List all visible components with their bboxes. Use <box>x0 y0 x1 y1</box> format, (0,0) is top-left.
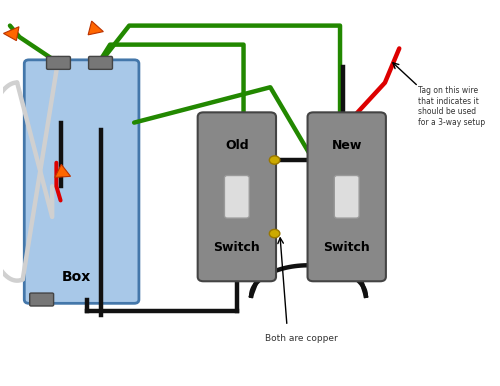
Text: Tag on this wire
that indicates it
should be used
for a 3-way setup: Tag on this wire that indicates it shoul… <box>418 86 486 127</box>
Text: Switch: Switch <box>214 241 260 254</box>
Text: Both are copper: Both are copper <box>265 334 338 343</box>
Text: Box: Box <box>62 270 91 284</box>
Text: Switch: Switch <box>324 241 370 254</box>
Circle shape <box>270 229 280 238</box>
Polygon shape <box>88 21 104 35</box>
Circle shape <box>270 156 280 164</box>
FancyBboxPatch shape <box>198 112 276 281</box>
Polygon shape <box>55 164 70 178</box>
FancyBboxPatch shape <box>224 176 250 218</box>
FancyBboxPatch shape <box>46 56 70 69</box>
Text: New: New <box>332 139 362 152</box>
FancyBboxPatch shape <box>30 293 54 306</box>
FancyBboxPatch shape <box>308 112 386 281</box>
Text: Old: Old <box>225 139 248 152</box>
FancyBboxPatch shape <box>24 60 139 303</box>
FancyBboxPatch shape <box>334 176 359 218</box>
Polygon shape <box>4 27 19 41</box>
FancyBboxPatch shape <box>88 56 112 69</box>
